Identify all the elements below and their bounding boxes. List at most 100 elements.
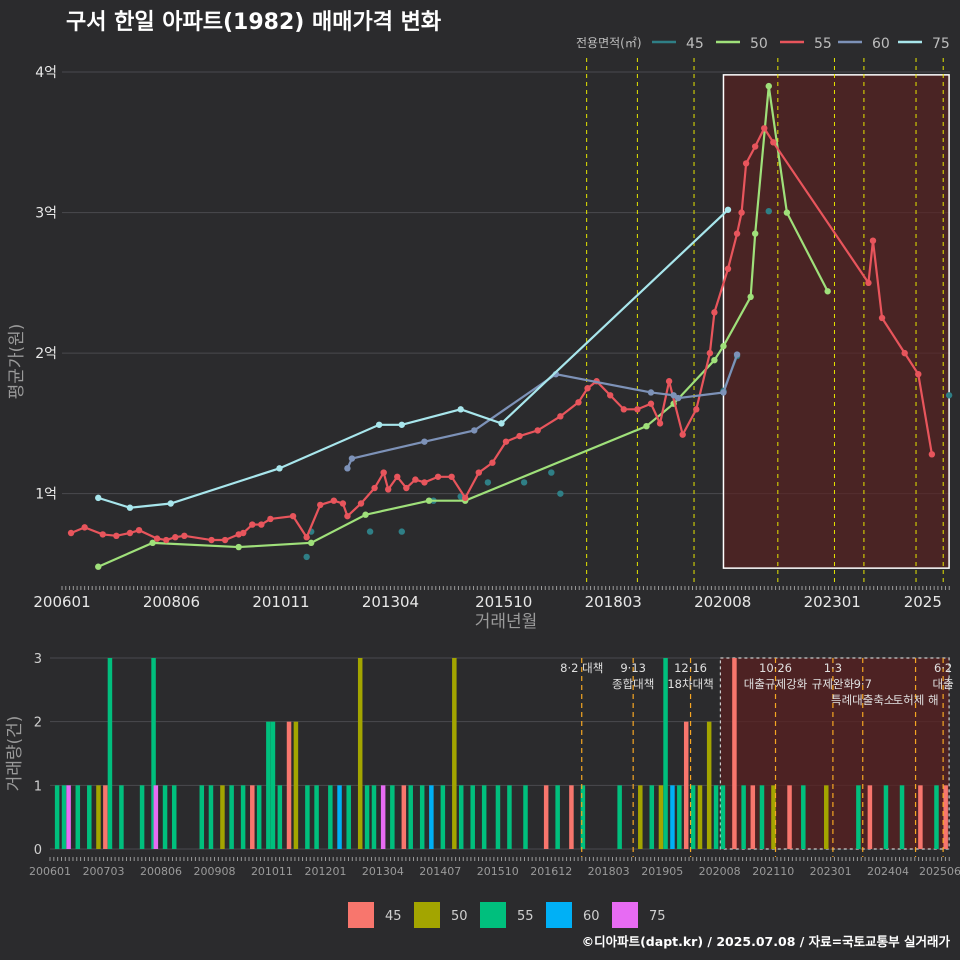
series-line-50 bbox=[97, 85, 829, 568]
bar-50 bbox=[357, 658, 363, 849]
data-point-55 bbox=[647, 400, 655, 407]
bar-55 bbox=[328, 785, 333, 849]
data-point-55 bbox=[172, 534, 179, 541]
data-point-50 bbox=[425, 497, 433, 504]
bar-55 bbox=[801, 785, 806, 849]
bar-legend-swatch-60 bbox=[546, 902, 572, 928]
bar-x-tick-label: 201510 bbox=[477, 865, 519, 878]
data-point-55 bbox=[770, 139, 777, 146]
bar-55 bbox=[277, 785, 283, 849]
bar-45 bbox=[787, 785, 792, 849]
y-axis-label: 평균가(원) bbox=[7, 324, 27, 400]
data-point-55 bbox=[534, 427, 541, 434]
highlight-box bbox=[722, 74, 950, 569]
policy-annotation: 9·7 bbox=[854, 677, 872, 691]
bar-50 bbox=[658, 785, 664, 849]
data-point-55 bbox=[575, 399, 582, 406]
bar-55 bbox=[617, 785, 622, 849]
bar-legend-label-75: 75 bbox=[649, 909, 666, 924]
bar-55 bbox=[677, 785, 682, 849]
data-point-55 bbox=[693, 406, 700, 413]
data-point-55 bbox=[208, 536, 215, 544]
data-point-60 bbox=[421, 438, 428, 445]
bar-55 bbox=[495, 785, 501, 849]
bar-x-tick-label: 202506 bbox=[919, 865, 960, 878]
data-point-55 bbox=[865, 279, 872, 287]
data-point-55 bbox=[181, 532, 188, 540]
bar-75 bbox=[380, 785, 386, 849]
data-point-50 bbox=[824, 288, 831, 295]
bar-75 bbox=[66, 785, 71, 849]
data-point-75 bbox=[276, 465, 283, 472]
policy-annotation: 종합대책 bbox=[612, 677, 654, 691]
data-point-55 bbox=[620, 406, 627, 413]
bar-x-tick-label: 200806 bbox=[140, 865, 182, 878]
data-point-50 bbox=[747, 293, 754, 301]
bar-45 bbox=[683, 721, 689, 849]
x-tick-label: 2025 bbox=[904, 593, 942, 611]
data-point-50 bbox=[765, 82, 772, 90]
data-point-55 bbox=[317, 501, 324, 509]
data-point-55 bbox=[380, 469, 387, 476]
bar-x-tick-label: 201612 bbox=[530, 865, 572, 878]
bar-55 bbox=[759, 785, 765, 849]
bar-y-axis-label: 거래량(건) bbox=[5, 716, 25, 792]
data-point-75 bbox=[498, 420, 505, 427]
data-point-55 bbox=[99, 531, 106, 538]
data-point-45 bbox=[520, 479, 528, 486]
bar-legend-label-50: 50 bbox=[451, 909, 468, 924]
bar-x-tick-label: 202110 bbox=[752, 865, 794, 878]
bar-55 bbox=[256, 785, 262, 849]
bar-60 bbox=[429, 785, 434, 849]
bar-55 bbox=[899, 785, 905, 849]
bar-x-tick-label: 202008 bbox=[699, 865, 741, 878]
bar-55 bbox=[162, 785, 168, 849]
bar-y-tick-label: 1 bbox=[34, 779, 42, 794]
bar-50 bbox=[96, 785, 101, 849]
bar-55 bbox=[240, 785, 246, 849]
bar-50 bbox=[697, 785, 703, 849]
data-point-55 bbox=[679, 431, 686, 438]
data-point-55 bbox=[412, 476, 419, 483]
bar-x-tick-label: 200703 bbox=[83, 865, 125, 878]
volume-bar-chart: 0 1 2 3 거래량(건) 8·2 대책 9·13 종합대책 12·16 18차대책 10·26 대… bbox=[5, 652, 960, 878]
data-point-55 bbox=[516, 432, 523, 440]
bar-x-tick-label: 202301 bbox=[810, 865, 852, 878]
bar-x-tick-label: 201407 bbox=[419, 865, 461, 878]
data-point-50 bbox=[720, 342, 727, 350]
bar-55 bbox=[119, 785, 124, 849]
bar-55 bbox=[266, 721, 271, 849]
policy-annotation: 대출 bbox=[933, 677, 954, 691]
data-point-55 bbox=[403, 484, 410, 492]
legend-label-55: 55 bbox=[814, 36, 832, 52]
bar-55 bbox=[229, 785, 234, 849]
data-point-55 bbox=[330, 497, 338, 504]
bar-50 bbox=[220, 785, 225, 849]
bar-55 bbox=[75, 785, 81, 849]
bar-55 bbox=[199, 785, 205, 849]
data-point-55 bbox=[878, 314, 886, 322]
bar-50 bbox=[293, 721, 299, 849]
data-point-75 bbox=[375, 421, 383, 428]
x-tick-label: 201803 bbox=[585, 593, 642, 611]
data-point-55 bbox=[869, 237, 877, 244]
bar-x-tick-label: 201304 bbox=[362, 865, 404, 878]
data-point-55 bbox=[135, 526, 143, 534]
credit-text: ©디아파트(dapt.kr) / 2025.07.08 / 자료=국토교통부 실… bbox=[581, 934, 950, 949]
data-point-55 bbox=[67, 529, 75, 537]
data-point-55 bbox=[761, 125, 768, 132]
data-point-55 bbox=[738, 209, 745, 216]
bar-45 bbox=[103, 785, 108, 849]
data-point-45 bbox=[303, 553, 310, 561]
data-point-55 bbox=[665, 378, 673, 385]
bar-55 bbox=[883, 785, 889, 849]
bar-55 bbox=[171, 785, 177, 849]
data-point-55 bbox=[607, 392, 614, 399]
bar-legend-swatch-75 bbox=[612, 902, 638, 928]
policy-annotation: 토허제 해 bbox=[893, 693, 939, 707]
data-point-55 bbox=[394, 473, 401, 480]
data-point-45 bbox=[557, 490, 564, 497]
bar-45 bbox=[867, 785, 873, 849]
bar-55 bbox=[54, 785, 60, 849]
data-point-45 bbox=[366, 528, 374, 535]
